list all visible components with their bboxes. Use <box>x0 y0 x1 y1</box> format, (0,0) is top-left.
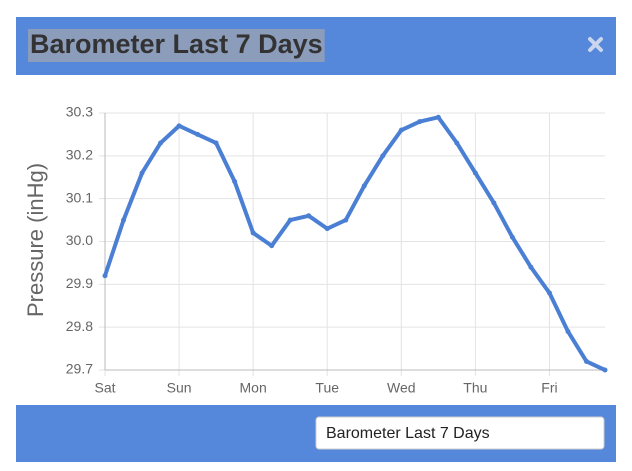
data-point <box>398 127 404 133</box>
data-point <box>324 226 330 232</box>
data-point <box>435 114 441 120</box>
x-tick-label: Tue <box>315 380 339 396</box>
x-tick-label: Mon <box>240 380 267 396</box>
text-selection <box>28 29 325 62</box>
data-line <box>103 115 606 372</box>
x-tick-label: Sun <box>167 380 192 396</box>
x-tick-label: Fri <box>541 380 557 396</box>
y-tick-label: 30.3 <box>66 104 93 120</box>
x-tick-label: Wed <box>387 380 416 396</box>
close-button[interactable] <box>588 37 603 52</box>
data-point <box>102 273 108 279</box>
data-point <box>176 123 182 129</box>
data-point <box>139 170 145 176</box>
data-point <box>472 170 478 176</box>
data-point <box>195 131 201 137</box>
data-point <box>509 234 515 240</box>
data-point <box>121 217 127 223</box>
data-point <box>528 264 534 270</box>
data-point <box>306 213 312 219</box>
data-point <box>343 217 349 223</box>
y-tick-label: 30.0 <box>66 232 93 248</box>
data-point <box>269 243 275 249</box>
dialog-title: Barometer Last 7 Days <box>30 29 323 59</box>
data-point <box>602 367 608 373</box>
y-tick-label: 29.7 <box>66 361 93 377</box>
data-point <box>287 217 293 223</box>
x-tick-label: Thu <box>463 380 487 396</box>
x-tick-label: Sat <box>94 380 115 396</box>
data-point <box>583 358 589 364</box>
data-point <box>417 119 423 125</box>
data-point <box>213 140 219 146</box>
data-point <box>250 230 256 236</box>
data-point <box>361 183 367 189</box>
y-tick-label: 29.8 <box>66 318 93 334</box>
chart-select[interactable] <box>315 416 605 450</box>
y-tick-label: 30.2 <box>66 147 93 163</box>
data-point <box>158 140 164 146</box>
chart-select-value: Barometer Last 7 Days <box>326 425 490 442</box>
data-point <box>546 290 552 296</box>
y-tick-label: 30.1 <box>66 189 93 205</box>
data-point <box>491 200 497 206</box>
y-axis-label: Pressure (inHg) <box>23 163 48 317</box>
data-point <box>454 140 460 146</box>
data-point <box>380 153 386 159</box>
y-tick-label: 29.9 <box>66 275 93 291</box>
data-point <box>232 179 238 185</box>
data-point <box>565 328 571 334</box>
